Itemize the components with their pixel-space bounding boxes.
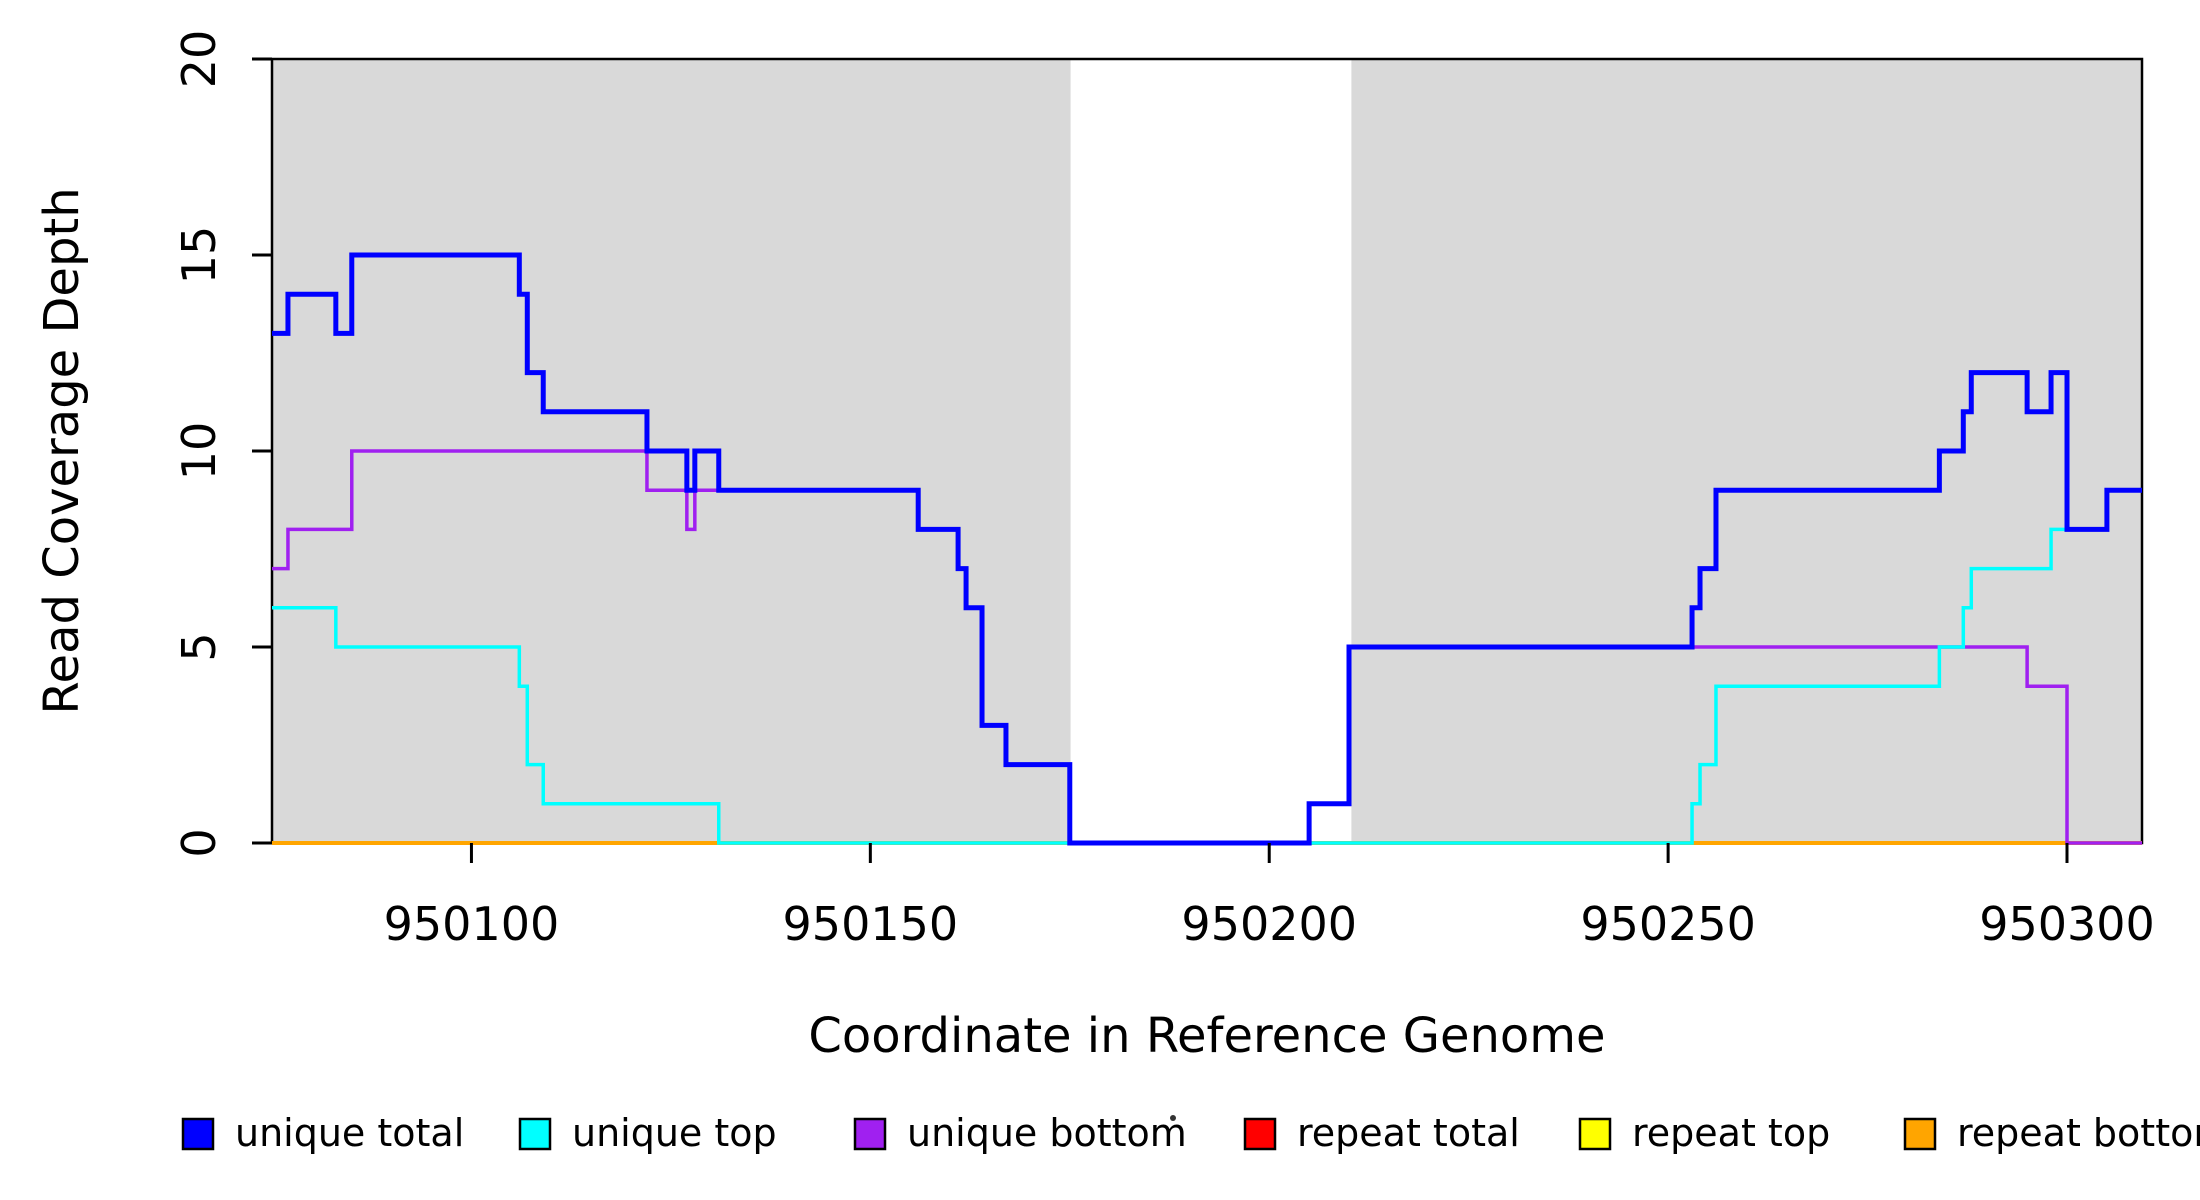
y-tick-label: 10 bbox=[172, 422, 226, 481]
legend-label-repeat-total: repeat total bbox=[1297, 1111, 1520, 1155]
line-unique-top bbox=[272, 488, 2142, 845]
legend-swatch-repeat-total bbox=[1243, 1117, 1277, 1151]
x-tick-label: 950250 bbox=[1580, 897, 1756, 951]
legend-swatch-repeat-top bbox=[1578, 1117, 1612, 1151]
legend-label-unique-bottom: unique bottom bbox=[907, 1111, 1187, 1155]
legend-label-unique-total: unique total bbox=[235, 1111, 464, 1155]
y-tick-label: 20 bbox=[172, 30, 226, 89]
shaded-region-2 bbox=[1351, 59, 2142, 843]
legend-label-repeat-bottom: repeat bottom bbox=[1957, 1111, 2200, 1155]
axes: 950100 950150 950200 950250 950300 0 5 10 15 20 bbox=[172, 30, 2155, 951]
legend: unique total unique top unique bottom repea… bbox=[181, 1111, 2200, 1155]
legend-label-unique-top: unique top bbox=[572, 1111, 777, 1155]
legend-swatch-unique-total bbox=[181, 1117, 215, 1151]
legend-swatch-unique-bottom bbox=[853, 1117, 887, 1151]
y-tick-label: 5 bbox=[172, 632, 226, 661]
legend-label-repeat-top: repeat top bbox=[1632, 1111, 1830, 1155]
series-lines bbox=[272, 252, 2142, 846]
x-tick-label: 950150 bbox=[783, 897, 959, 951]
line-unique-total bbox=[272, 252, 2142, 846]
y-tick-label: 15 bbox=[172, 226, 226, 285]
shaded-regions bbox=[272, 59, 2142, 843]
x-tick-label: 950300 bbox=[1979, 897, 2155, 951]
y-axis-title: Read Coverage Depth bbox=[34, 187, 90, 714]
x-tick-label: 950200 bbox=[1181, 897, 1357, 951]
stray-mark bbox=[1170, 1115, 1176, 1121]
x-tick-label: 950100 bbox=[384, 897, 560, 951]
legend-swatch-repeat-bottom bbox=[1903, 1117, 1937, 1151]
x-axis-title: Coordinate in Reference Genome bbox=[808, 1008, 1605, 1064]
y-tick-label: 0 bbox=[172, 828, 226, 857]
legend-swatch-unique-top bbox=[518, 1117, 552, 1151]
